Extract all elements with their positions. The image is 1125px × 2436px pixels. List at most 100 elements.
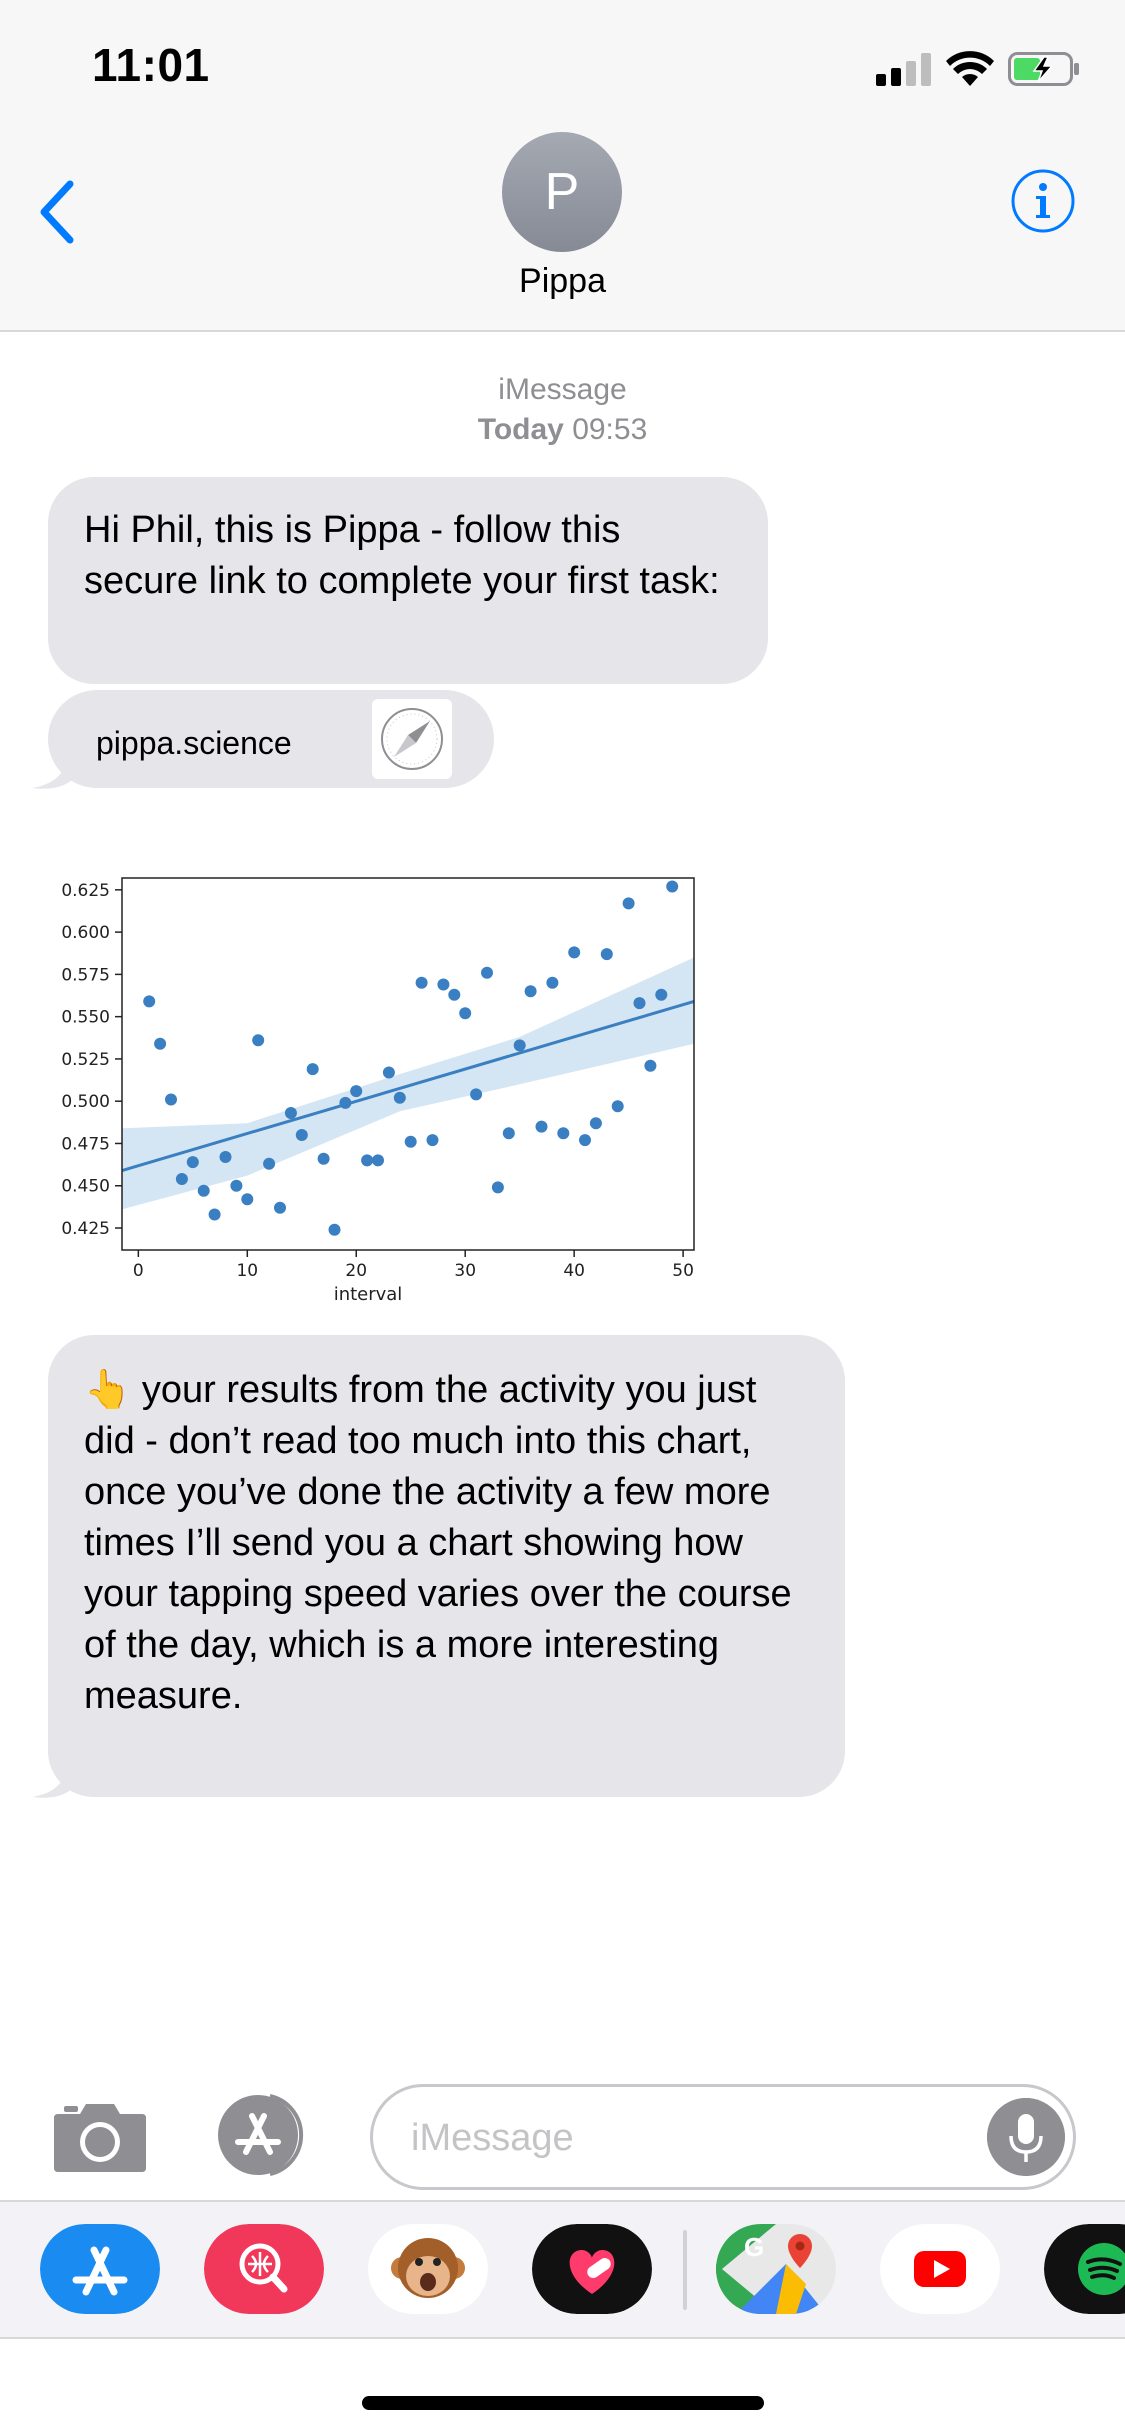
- x-tick-label: 10: [236, 1261, 258, 1281]
- data-point: [655, 988, 668, 1001]
- data-point: [535, 1120, 548, 1133]
- data-point: [208, 1208, 221, 1221]
- data-point: [524, 985, 537, 998]
- confidence-band: [122, 957, 694, 1210]
- y-tick-label: 0.575: [61, 965, 110, 985]
- y-tick-label: 0.625: [61, 881, 110, 901]
- x-tick-label: 40: [563, 1261, 585, 1281]
- back-button[interactable]: [30, 172, 90, 252]
- data-point: [165, 1093, 177, 1106]
- spotify-app-icon[interactable]: [1044, 2224, 1125, 2314]
- app-store-button[interactable]: [208, 2090, 318, 2180]
- data-point: [317, 1152, 330, 1165]
- x-tick-label: 0: [133, 1261, 144, 1281]
- message-input[interactable]: [409, 2109, 973, 2167]
- data-point: [557, 1127, 570, 1140]
- data-point: [306, 1063, 319, 1076]
- cellular-signal-icon: [876, 52, 932, 86]
- data-point: [284, 1107, 297, 1119]
- data-point: [437, 978, 450, 991]
- data-point: [219, 1151, 232, 1163]
- heart-sticker-app-icon[interactable]: [532, 2224, 652, 2314]
- maps-icon-glyph: G: [744, 2232, 764, 2262]
- message-bubble[interactable]: Hi Phil, this is Pippa - follow this sec…: [48, 477, 768, 684]
- y-tick-label: 0.525: [61, 1050, 110, 1070]
- info-icon[interactable]: [1010, 168, 1076, 234]
- service-label: iMessage: [498, 373, 627, 406]
- data-point: [404, 1135, 417, 1148]
- wifi-icon: [946, 51, 994, 86]
- message-composer[interactable]: [370, 2084, 1076, 2190]
- contact-name[interactable]: Pippa: [519, 262, 606, 300]
- data-point: [197, 1184, 210, 1197]
- bubble-tail: [32, 1763, 72, 1798]
- bubble-tail: [32, 754, 72, 789]
- data-point: [513, 1039, 526, 1052]
- data-point: [361, 1154, 374, 1167]
- data-point: [186, 1156, 199, 1169]
- x-axis-label: interval: [334, 1284, 403, 1305]
- home-indicator[interactable]: [362, 2396, 764, 2410]
- data-point: [393, 1091, 406, 1104]
- thread-timestamp: iMessage Today 09:53: [0, 370, 1125, 450]
- message-bubble[interactable]: 👆 your results from the activity you jus…: [48, 1335, 845, 1797]
- data-point: [600, 948, 613, 961]
- data-point: [252, 1034, 265, 1047]
- status-bar: 11:01: [0, 0, 1125, 132]
- data-point: [448, 988, 461, 1001]
- data-point: [481, 966, 493, 979]
- data-point: [339, 1096, 352, 1109]
- date-label: Today: [477, 413, 564, 446]
- monkey-animoji-icon[interactable]: [368, 2224, 488, 2314]
- app-drawer: G: [0, 2200, 1125, 2339]
- data-point: [470, 1088, 483, 1101]
- camera-icon[interactable]: [50, 2096, 150, 2176]
- status-time: 11:01: [92, 39, 210, 91]
- battery-charging-icon: [1008, 52, 1079, 86]
- data-point: [241, 1193, 254, 1206]
- plot-frame: [121, 877, 695, 1251]
- time-label: 09:53: [572, 413, 648, 446]
- y-tick-label: 0.600: [61, 923, 110, 943]
- data-point: [175, 1173, 188, 1185]
- data-point: [589, 1117, 602, 1130]
- data-point: [568, 946, 581, 959]
- data-point: [154, 1037, 167, 1050]
- date-time: Today 09:53: [0, 410, 1125, 450]
- x-tick-label: 50: [672, 1261, 694, 1281]
- conversation-header: P Pippa: [0, 132, 1125, 332]
- data-point: [611, 1100, 624, 1113]
- contact-avatar[interactable]: P: [502, 132, 622, 252]
- message-text: Hi Phil, this is Pippa - follow this sec…: [84, 509, 720, 602]
- data-point: [579, 1134, 591, 1147]
- app-drawer-divider: [683, 2230, 687, 2310]
- regression-line: [121, 999, 695, 1172]
- data-point: [143, 995, 156, 1008]
- google-maps-app-icon[interactable]: G: [716, 2224, 836, 2314]
- data-point: [328, 1223, 341, 1236]
- search-images-app-icon[interactable]: [204, 2224, 324, 2314]
- data-point: [295, 1129, 308, 1141]
- data-point: [666, 880, 679, 893]
- data-point: [230, 1179, 243, 1192]
- data-point: [644, 1059, 657, 1072]
- scatter-chart-image[interactable]: 0.425 0.450 0.475 0.500 0.525 0.550 0.575 0.600…: [42, 868, 702, 1308]
- link-preview-bubble[interactable]: pippa.science: [48, 690, 494, 788]
- app-store-app-icon[interactable]: [40, 2224, 160, 2314]
- microphone-icon[interactable]: [987, 2098, 1065, 2176]
- data-point: [491, 1181, 504, 1194]
- data-point: [546, 976, 559, 989]
- data-point: [502, 1127, 515, 1140]
- data-point: [263, 1157, 276, 1170]
- x-tick-label: 20: [345, 1261, 367, 1281]
- x-tick-label: 30: [454, 1261, 476, 1281]
- y-tick-label: 0.450: [61, 1177, 110, 1197]
- message-text: 👆 your results from the activity you jus…: [84, 1369, 792, 1717]
- data-point: [426, 1134, 439, 1147]
- data-point: [274, 1201, 286, 1214]
- safari-compass-icon: [372, 699, 452, 779]
- y-tick-label: 0.475: [61, 1134, 110, 1154]
- y-tick-label: 0.425: [61, 1219, 110, 1239]
- youtube-app-icon[interactable]: [880, 2224, 1000, 2314]
- data-point: [633, 997, 646, 1010]
